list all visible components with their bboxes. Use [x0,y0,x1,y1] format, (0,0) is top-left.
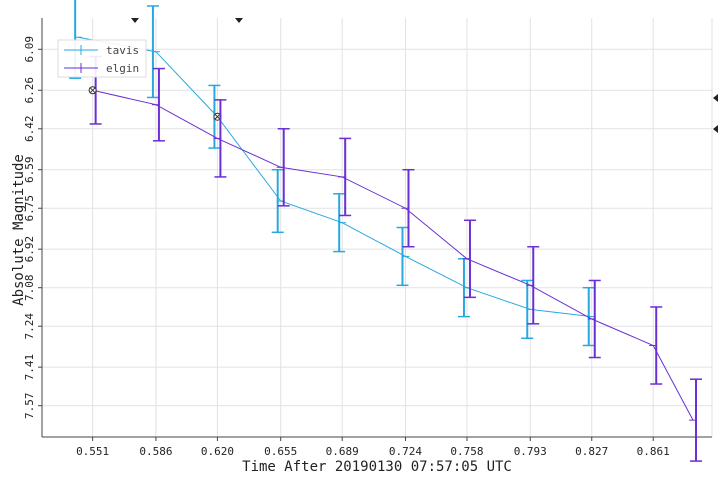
y-tick-label: 6.42 [23,116,36,143]
x-axis-title: Time After 20190130 07:57:05 UTC [242,459,512,475]
nav-markers [131,18,718,133]
x-ticks: 0.551 0.586 0.620 0.655 0.689 0.724 0.758 0.793… [76,437,670,458]
legend-box [57,39,147,78]
y-tick-label: 6.75 [23,195,36,222]
y-tick-label: 6.26 [23,77,36,104]
y-tick-label: 6.09 [23,36,36,63]
x-tick-label: 0.793 [514,445,547,458]
series-line-elgin [92,89,694,421]
y-axis-title: Absolute Magnitude [11,154,27,306]
x-tick-label: 0.551 [76,445,109,458]
series-elgin [88,55,703,462]
x-tick-label: 0.655 [264,445,297,458]
x-tick-label: 0.689 [326,445,359,458]
axes [41,18,712,438]
legend-label-tavis: tavis [106,44,139,57]
legend-item-tavis[interactable]: tavis [64,44,139,57]
x-tick-label: 0.758 [450,445,483,458]
selected-point-cross [89,87,96,93]
y-tick-label: 6.59 [23,156,36,183]
x-tick-label: 0.620 [201,445,234,458]
y-tick-label: 7.57 [23,392,36,419]
legend-label-elgin: elgin [106,62,139,75]
y-tick-label: 7.24 [23,313,36,340]
y-tick-label: 7.08 [23,274,36,301]
y-ticks: 6.09 6.26 6.42 6.59 6.75 6.92 7.08 7.24 7.41 7.57 [23,36,42,419]
grid [42,18,713,437]
legend-item-elgin[interactable]: elgin [64,62,139,75]
triangle-down-icon[interactable] [235,18,243,23]
selected-point-cross [214,114,221,120]
x-tick-label: 0.827 [575,445,608,458]
x-tick-label: 0.861 [637,445,670,458]
y-tick-label: 6.92 [23,236,36,263]
triangle-down-icon[interactable] [131,18,139,23]
triangle-left-icon[interactable] [713,125,718,133]
series [69,0,703,462]
series-line-tavis [78,36,592,318]
x-tick-label: 0.586 [139,445,172,458]
series-tavis [69,0,596,347]
y-tick-label: 7.41 [23,354,36,381]
x-tick-label: 0.724 [389,445,422,458]
legend: tavis elgin [57,39,147,78]
triangle-left-icon[interactable] [713,94,718,102]
